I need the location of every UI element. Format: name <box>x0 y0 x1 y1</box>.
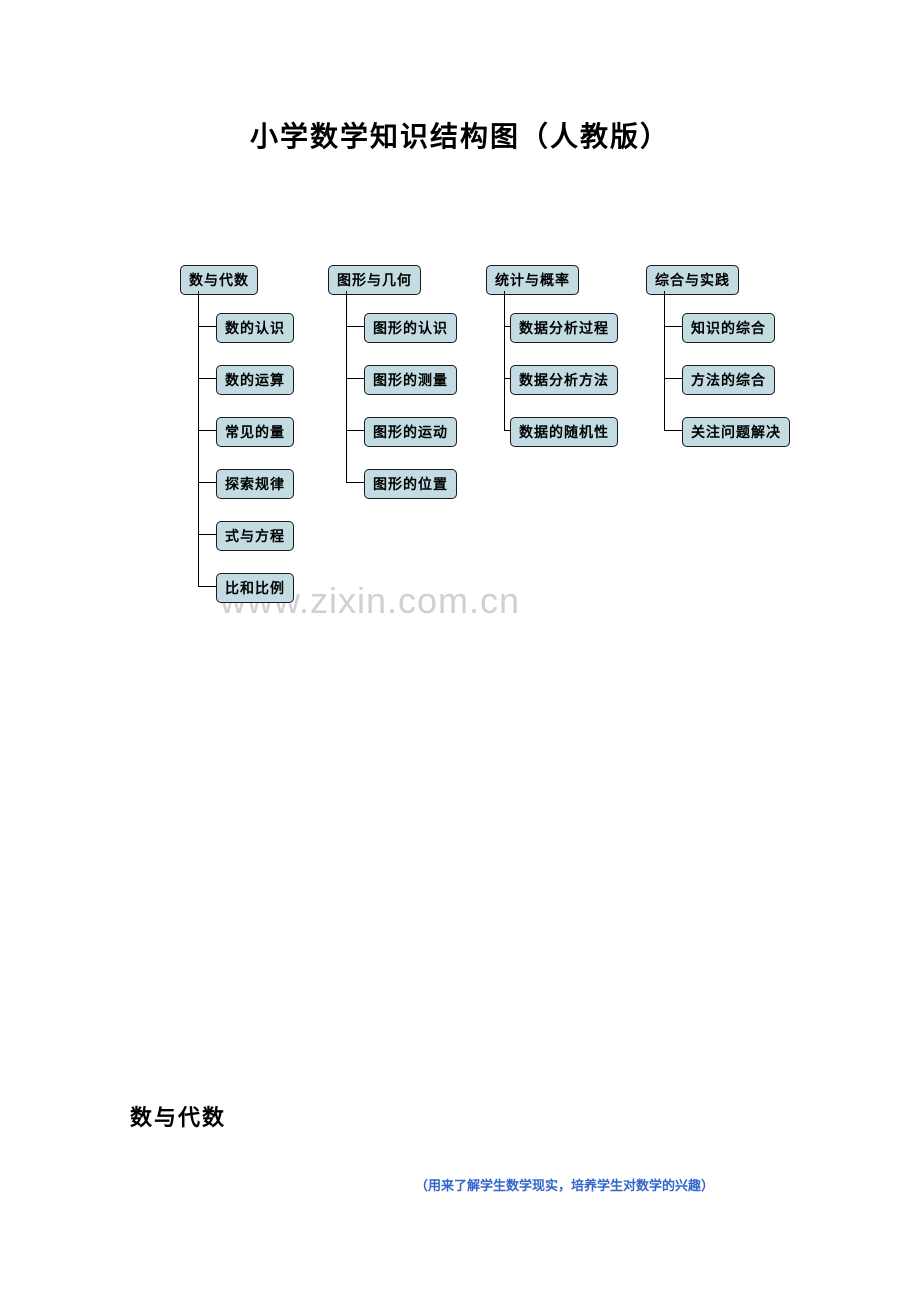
tree-connector-horizontal <box>504 326 510 327</box>
tree-child-node: 探索规律 <box>216 469 294 499</box>
tree-root-node: 统计与概率 <box>486 265 579 295</box>
tree-connector-horizontal <box>198 482 216 483</box>
tree-child-node: 关注问题解决 <box>682 417 790 447</box>
tree-child-node: 数的运算 <box>216 365 294 395</box>
tree-connector-horizontal <box>664 378 682 379</box>
tree-child-node: 常见的量 <box>216 417 294 447</box>
tree-connector-horizontal <box>504 430 510 431</box>
page-title: 小学数学知识结构图（人教版） <box>0 0 920 155</box>
tree-connector-horizontal <box>198 534 216 535</box>
tree-child-node: 方法的综合 <box>682 365 775 395</box>
tree-child-node: 式与方程 <box>216 521 294 551</box>
tree-connector-horizontal <box>198 586 216 587</box>
tree-connector-horizontal <box>504 378 510 379</box>
tree-connector-horizontal <box>664 326 682 327</box>
tree-connector-horizontal <box>346 482 364 483</box>
tree-connector-vertical <box>664 291 665 430</box>
tree-connector-horizontal <box>198 378 216 379</box>
tree-connector-horizontal <box>198 326 216 327</box>
tree-connector-horizontal <box>346 378 364 379</box>
tree-child-node: 图形的测量 <box>364 365 457 395</box>
tree-root-node: 图形与几何 <box>328 265 421 295</box>
tree-child-node: 比和比例 <box>216 573 294 603</box>
tree-child-node: 数的认识 <box>216 313 294 343</box>
tree-child-node: 数据分析过程 <box>510 313 618 343</box>
tree-connector-horizontal <box>198 430 216 431</box>
tree-connector-vertical <box>346 291 347 482</box>
tree-connector-vertical <box>198 291 199 586</box>
tree-child-node: 数据分析方法 <box>510 365 618 395</box>
tree-root-node: 数与代数 <box>180 265 258 295</box>
tree-child-node: 图形的位置 <box>364 469 457 499</box>
tree-child-node: 图形的认识 <box>364 313 457 343</box>
tree-child-node: 图形的运动 <box>364 417 457 447</box>
tree-connector-horizontal <box>664 430 682 431</box>
tree-root-node: 综合与实践 <box>646 265 739 295</box>
section-heading: 数与代数 <box>130 1100 226 1132</box>
tree-child-node: 数据的随机性 <box>510 417 618 447</box>
tree-connector-horizontal <box>346 326 364 327</box>
subtitle-note: （用来了解学生数学现实，培养学生对数学的兴趣） <box>415 1175 714 1194</box>
tree-connector-vertical <box>504 291 505 430</box>
tree-child-node: 知识的综合 <box>682 313 775 343</box>
tree-connector-horizontal <box>346 430 364 431</box>
